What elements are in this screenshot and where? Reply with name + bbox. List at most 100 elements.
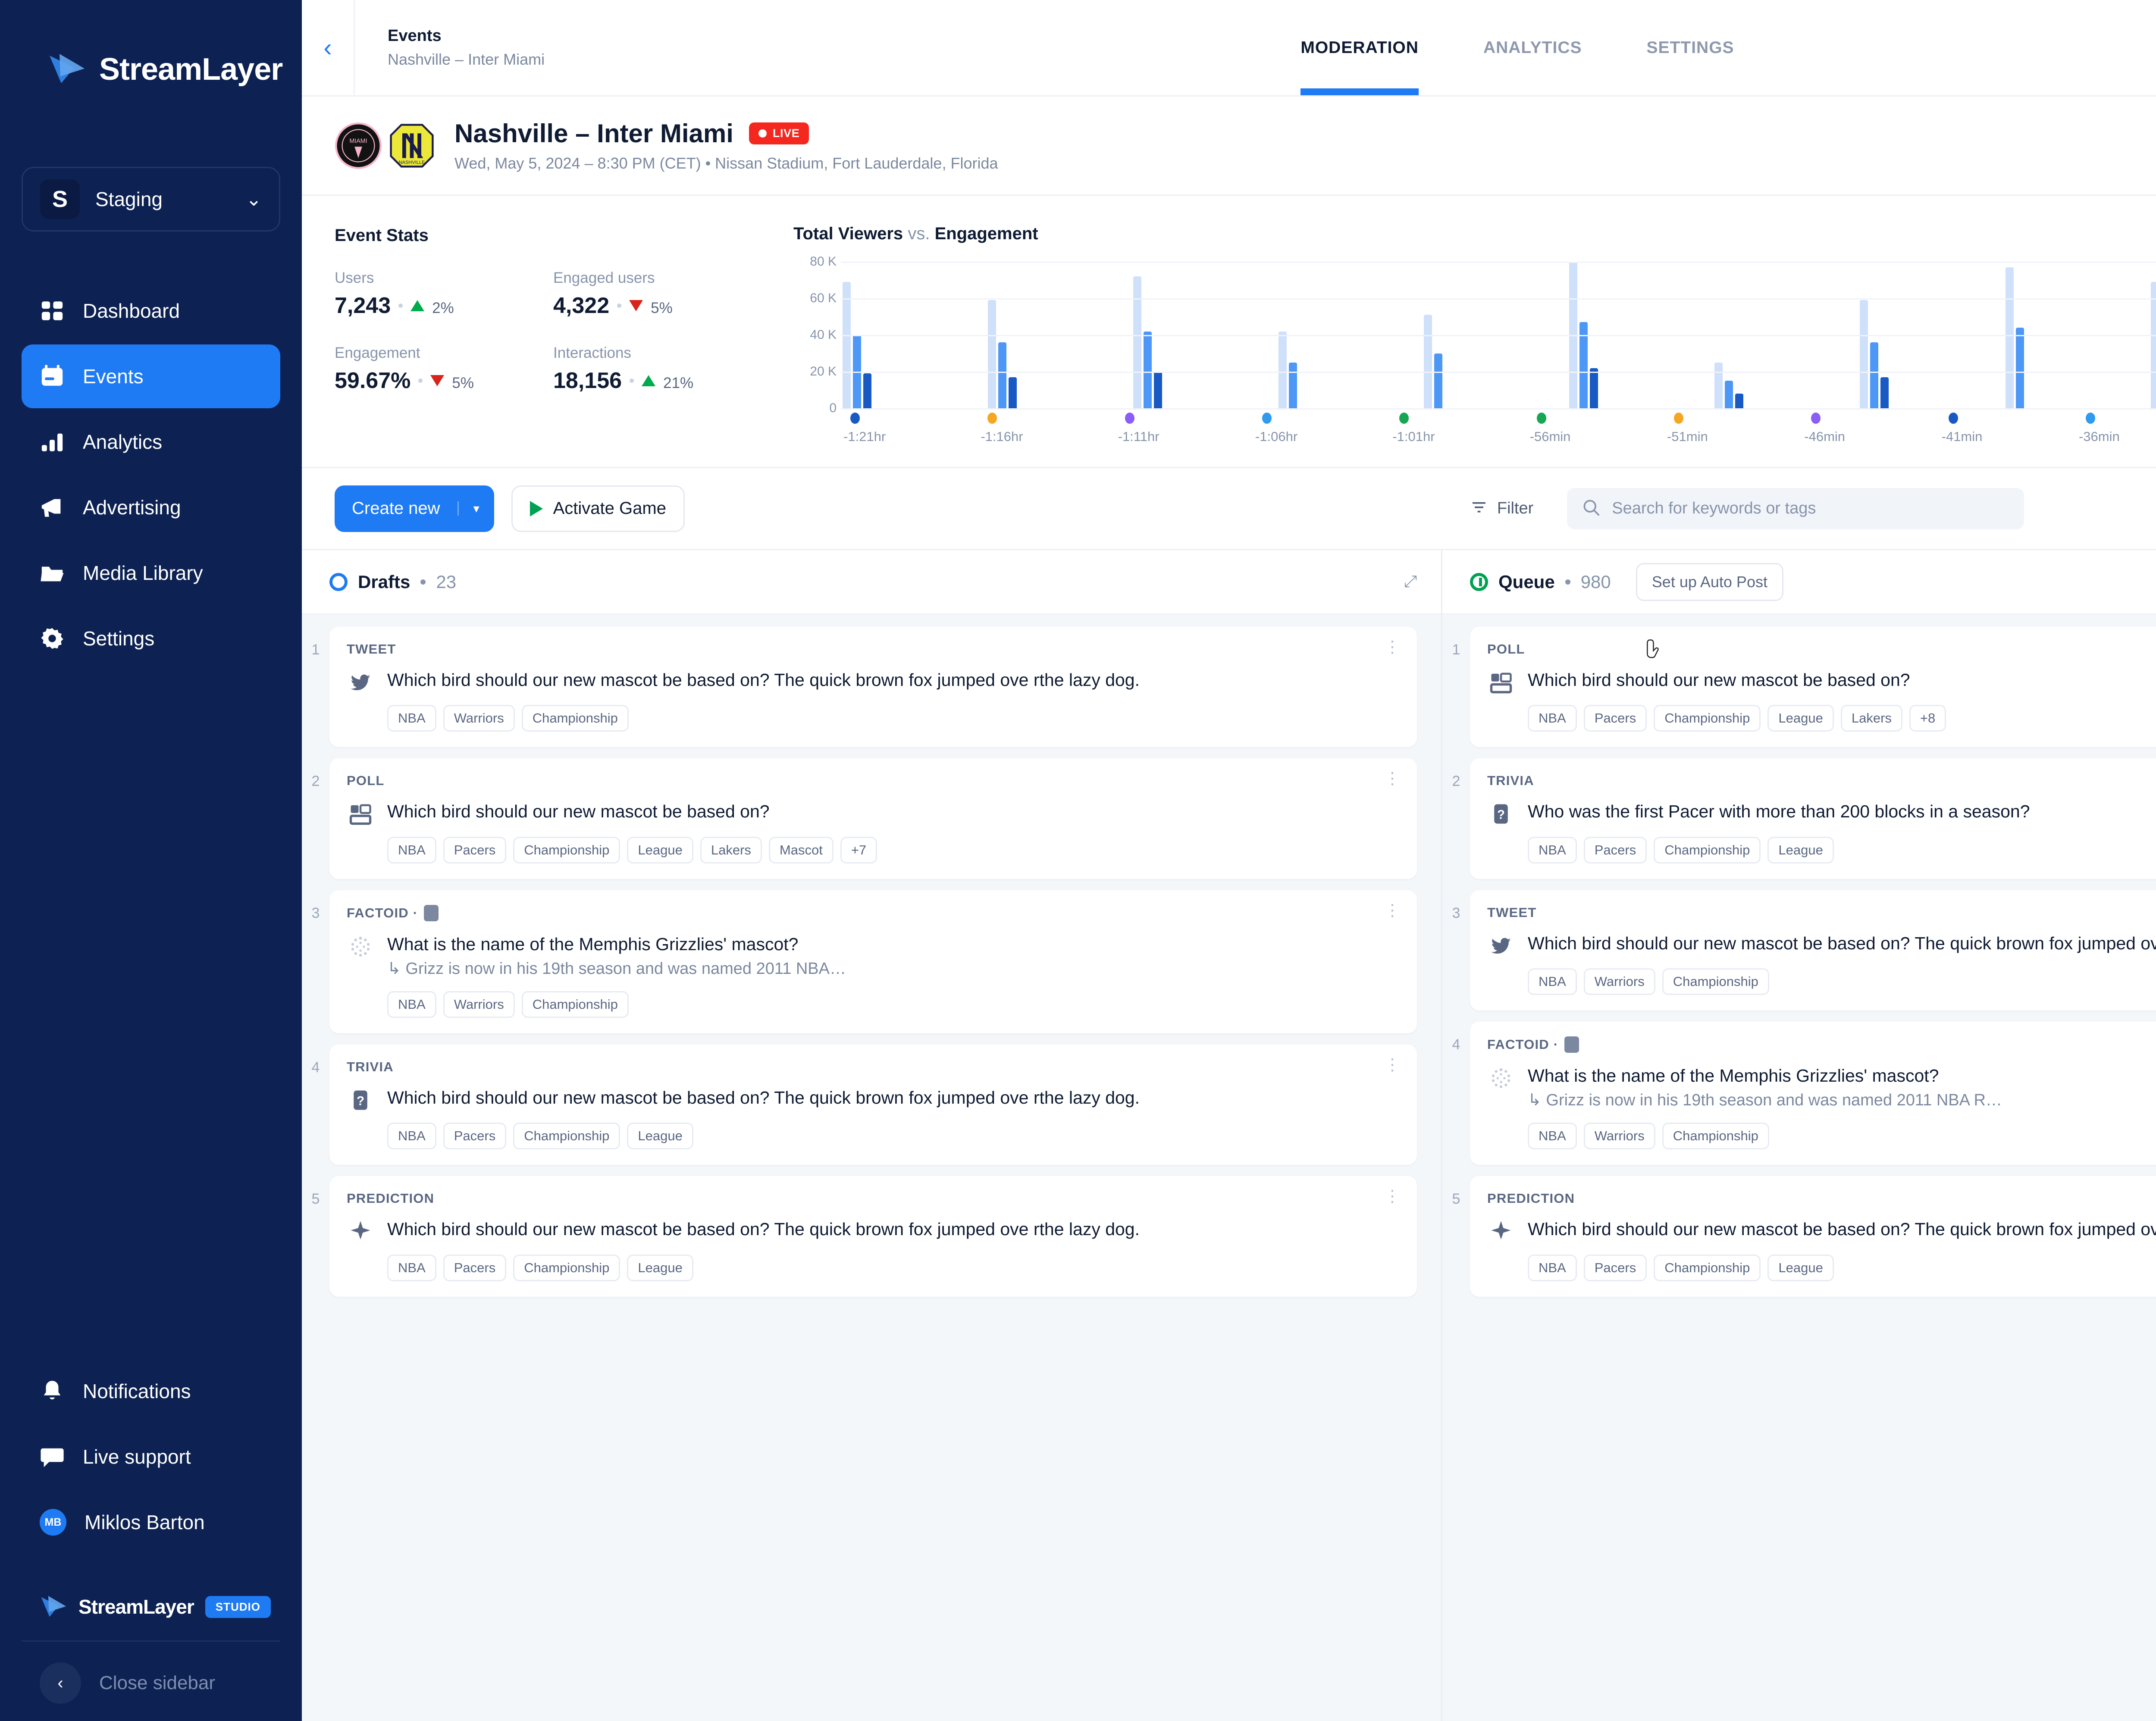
sidebar-item-events[interactable]: Events (22, 344, 280, 408)
list-item[interactable]: 3 FACTOID · ⋮ What is the name of the Me… (302, 890, 1441, 1034)
tag[interactable]: NBA (387, 705, 436, 732)
activate-game-button[interactable]: Activate Game (511, 485, 685, 532)
sidebar-item-live-support[interactable]: Live support (22, 1425, 280, 1489)
card-menu-button[interactable]: ⋮ (1384, 770, 1401, 788)
content-card[interactable]: POLL ⋮ Which bird should our new mascot … (329, 758, 1417, 879)
list-item[interactable]: 5 PREDICTION ⋮ Which bird should our new… (1442, 1176, 2156, 1297)
event-marker-dot[interactable] (1673, 413, 1683, 424)
tag[interactable]: NBA (387, 1123, 436, 1150)
tag[interactable]: Championship (513, 1123, 620, 1150)
tag[interactable]: Championship (513, 1254, 620, 1281)
content-card[interactable]: PREDICTION ⋮ Which bird should our new m… (1470, 1176, 2156, 1297)
list-item[interactable]: 1 TWEET ⋮ Which bird should our new masc… (302, 627, 1441, 748)
sidebar-item-advertising[interactable]: Advertising (22, 476, 280, 539)
tag[interactable]: Championship (521, 991, 629, 1018)
content-card[interactable]: FACTOID · ⋮ What is the name of the Memp… (1470, 1022, 2156, 1165)
sidebar-item-settings[interactable]: Settings (22, 607, 280, 670)
tag[interactable]: Pacers (1583, 1254, 1647, 1281)
tag[interactable]: NBA (1528, 1254, 1577, 1281)
tag[interactable]: League (1767, 705, 1834, 732)
tag[interactable]: +7 (840, 836, 877, 864)
event-marker-dot[interactable] (1811, 413, 1821, 424)
event-marker-dot[interactable] (850, 413, 860, 424)
tag[interactable]: League (627, 1254, 693, 1281)
tag[interactable]: League (1767, 836, 1834, 864)
tag[interactable]: Championship (513, 836, 620, 864)
expand-icon[interactable]: ⤢ (1404, 573, 1417, 591)
tag[interactable]: Championship (1654, 1254, 1761, 1281)
content-card[interactable]: TWEET ⋮ Which bird should our new mascot… (1470, 890, 2156, 1011)
tag[interactable]: Pacers (443, 1123, 507, 1150)
tag[interactable]: Mascot (768, 836, 834, 864)
event-marker-dot[interactable] (1262, 413, 1272, 424)
event-marker-dot[interactable] (1536, 413, 1546, 424)
tag[interactable]: Pacers (1583, 836, 1647, 864)
tag[interactable]: NBA (1528, 1123, 1577, 1150)
content-card[interactable]: TRIVIA ⋮ ? Who was the first Pacer with … (1470, 758, 2156, 879)
event-marker-dot[interactable] (1399, 413, 1409, 424)
tag[interactable]: Championship (521, 705, 629, 732)
list-item[interactable]: 3 TWEET ⋮ Which bird should our new masc… (1442, 890, 2156, 1011)
event-marker-dot[interactable] (1125, 413, 1134, 424)
tag[interactable]: Lakers (1840, 705, 1902, 732)
content-card[interactable]: PREDICTION ⋮ Which bird should our new m… (329, 1176, 1417, 1297)
tag[interactable]: NBA (1528, 705, 1577, 732)
tag[interactable]: Warriors (1583, 1123, 1655, 1150)
tag[interactable]: Pacers (443, 836, 507, 864)
tab-analytics[interactable]: ANALYTICS (1483, 38, 1582, 57)
card-menu-button[interactable]: ⋮ (1384, 1187, 1401, 1206)
setup-auto-post-button[interactable]: Set up Auto Post (1636, 563, 1783, 601)
list-item[interactable]: 2 POLL ⋮ Which bird should our new masco… (302, 758, 1441, 879)
event-marker-dot[interactable] (1948, 413, 1958, 424)
list-item[interactable]: 5 PREDICTION ⋮ Which bird should our new… (302, 1176, 1441, 1297)
tag[interactable]: Warriors (443, 991, 515, 1018)
tag[interactable]: NBA (1528, 836, 1577, 864)
breadcrumb[interactable]: Events Nashville – Inter Miami (355, 27, 545, 69)
tag[interactable]: League (627, 1123, 693, 1150)
tag[interactable]: Championship (1662, 1123, 1769, 1150)
tag[interactable]: NBA (387, 991, 436, 1018)
card-menu-button[interactable]: ⋮ (1384, 638, 1401, 656)
tab-settings[interactable]: SETTINGS (1646, 38, 1734, 57)
sidebar-item-user-profile[interactable]: MB Miklos Barton (22, 1490, 280, 1554)
tag[interactable]: Pacers (443, 1254, 507, 1281)
tag[interactable]: NBA (387, 1254, 436, 1281)
tag[interactable]: League (627, 836, 693, 864)
close-sidebar-button[interactable]: ‹ Close sidebar (22, 1643, 280, 1704)
card-menu-button[interactable]: ⋮ (1384, 1056, 1401, 1074)
tag[interactable]: Championship (1654, 836, 1761, 864)
list-item[interactable]: 2 TRIVIA ⋮ ? Who was the first Pacer wit… (1442, 758, 2156, 879)
sidebar-logo[interactable]: StreamLayer (0, 0, 302, 87)
tag[interactable]: Championship (1662, 968, 1769, 995)
tag[interactable]: Lakers (700, 836, 762, 864)
content-card[interactable]: TRIVIA ⋮ ? Which bird should our new mas… (329, 1045, 1417, 1165)
back-button[interactable]: ‹ (323, 34, 332, 62)
sidebar-item-notifications[interactable]: Notifications (22, 1359, 280, 1423)
tab-moderation[interactable]: MODERATION (1300, 0, 1419, 95)
sidebar-item-dashboard[interactable]: Dashboard (22, 279, 280, 343)
list-item[interactable]: 4 FACTOID · ⋮ What is the name of the Me… (1442, 1022, 2156, 1165)
filter-button[interactable]: Filter (1470, 498, 1533, 519)
content-card[interactable]: TWEET ⋮ Which bird should our new mascot… (329, 627, 1417, 748)
tag[interactable]: +8 (1909, 705, 1946, 732)
tag[interactable]: Warriors (1583, 968, 1655, 995)
content-card[interactable]: FACTOID · ⋮ What is the name of the Memp… (329, 890, 1417, 1034)
sidebar-item-analytics[interactable]: Analytics (22, 410, 280, 474)
search-input[interactable] (1612, 499, 2010, 518)
workspace-switcher[interactable]: S Staging ⌄ (22, 167, 280, 232)
event-marker-dot[interactable] (2085, 413, 2095, 424)
card-menu-button[interactable]: ⋮ (1384, 901, 1401, 920)
event-marker-dot[interactable] (987, 413, 997, 424)
tag[interactable]: NBA (387, 836, 436, 864)
tag[interactable]: League (1767, 1254, 1834, 1281)
list-item[interactable]: 1 POLL ⋮ Which bird should our new masco… (1442, 627, 2156, 748)
sidebar-item-media-library[interactable]: Media Library (22, 541, 280, 605)
content-card[interactable]: POLL ⋮ Which bird should our new mascot … (1470, 627, 2156, 748)
tag[interactable]: Championship (1654, 705, 1761, 732)
search-input-wrapper[interactable] (1567, 488, 2024, 529)
tag[interactable]: Warriors (443, 705, 515, 732)
tag[interactable]: NBA (1528, 968, 1577, 995)
tag[interactable]: Pacers (1583, 705, 1647, 732)
create-new-button[interactable]: Create new ▾ (335, 485, 494, 532)
list-item[interactable]: 4 TRIVIA ⋮ ? Which bird should our new m… (302, 1045, 1441, 1165)
